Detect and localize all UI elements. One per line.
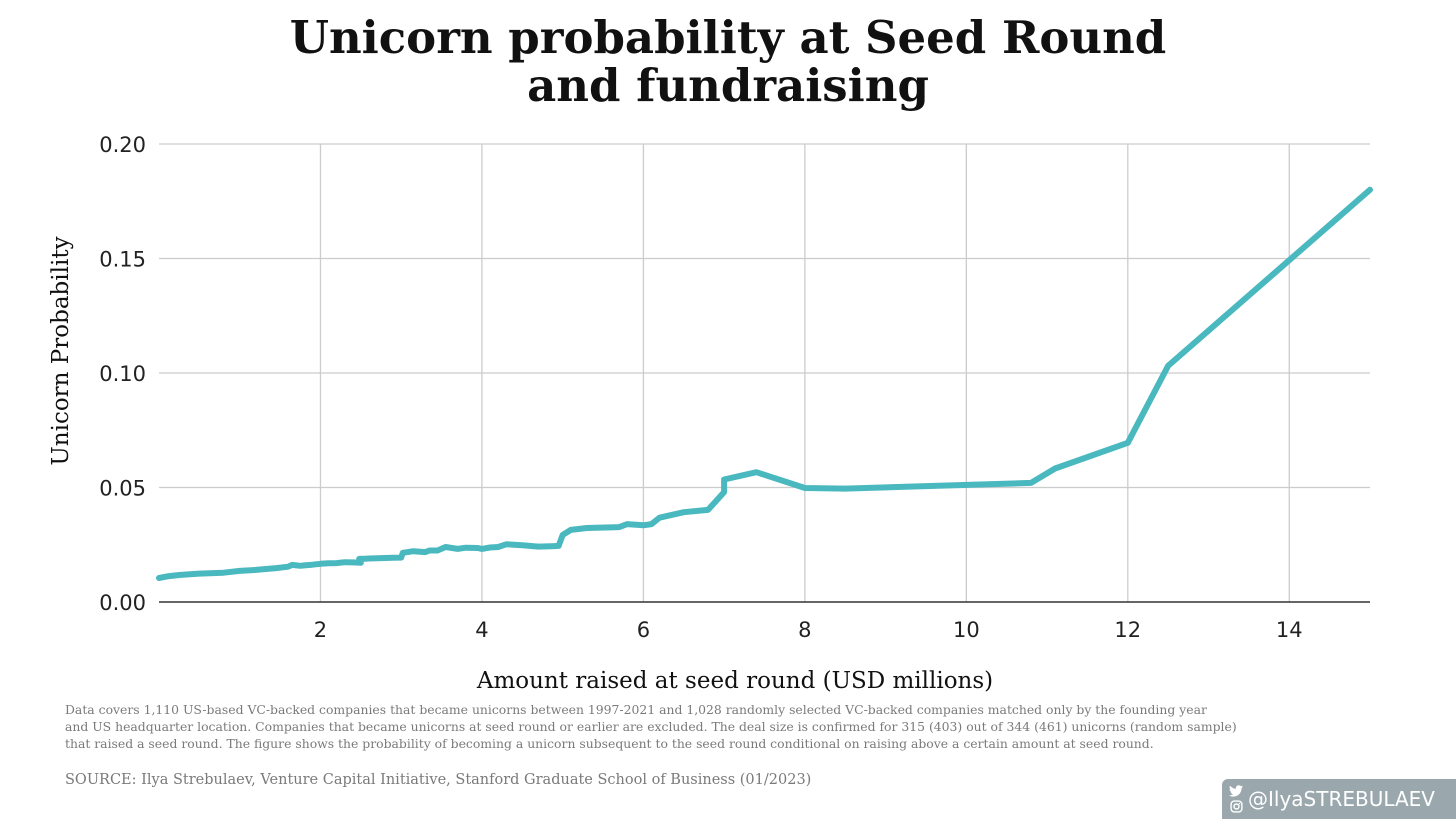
x-axis-ticks: 2 4 6 8 10 12 14 bbox=[314, 618, 1303, 642]
footnote: Data covers 1,110 US-based VC-backed com… bbox=[65, 701, 1305, 752]
x-tick-label: 6 bbox=[637, 618, 650, 642]
y-tick-label: 0.10 bbox=[99, 362, 146, 386]
y-tick-label: 0.05 bbox=[99, 477, 146, 501]
y-tick-label: 0.20 bbox=[99, 133, 146, 157]
x-tick-label: 8 bbox=[798, 618, 811, 642]
social-handle-badge: @IlyaSTREBULAEV bbox=[1222, 779, 1456, 819]
x-tick-label: 2 bbox=[314, 618, 327, 642]
x-tick-label: 12 bbox=[1114, 618, 1141, 642]
y-tick-label: 0.15 bbox=[99, 248, 146, 272]
x-axis-label: Amount raised at seed round (USD million… bbox=[476, 668, 993, 694]
source-note: SOURCE: Ilya Strebulaev, Venture Capital… bbox=[65, 772, 812, 788]
y-axis-ticks: 0.00 0.05 0.10 0.15 0.20 bbox=[99, 133, 146, 615]
line-chart: 0.00 0.05 0.10 0.15 0.20 2 4 6 8 10 12 14 Unicorn … bbox=[48, 133, 1373, 694]
x-tick-label: 4 bbox=[475, 618, 488, 642]
chart-title: Unicorn probability at Seed Round and fu… bbox=[0, 14, 1456, 110]
social-icons bbox=[1228, 785, 1244, 813]
y-axis-label: Unicorn Probability bbox=[48, 236, 74, 465]
footnote-line-1: Data covers 1,110 US-based VC-backed com… bbox=[65, 702, 1207, 717]
series-line-unicorn-probability bbox=[156, 186, 1373, 581]
twitter-icon bbox=[1229, 785, 1243, 797]
social-handle-text: @IlyaSTREBULAEV bbox=[1248, 787, 1435, 811]
chart-title-line-2: and fundraising bbox=[527, 59, 929, 112]
x-tick-label: 10 bbox=[953, 618, 980, 642]
chart-title-line-1: Unicorn probability at Seed Round bbox=[289, 11, 1167, 64]
y-tick-label: 0.00 bbox=[99, 591, 146, 615]
footnote-line-3: that raised a seed round. The figure sho… bbox=[65, 736, 1154, 751]
grid bbox=[159, 143, 1370, 602]
x-tick-label: 14 bbox=[1276, 618, 1303, 642]
instagram-icon bbox=[1229, 800, 1243, 813]
footnote-line-2: and US headquarter location. Companies t… bbox=[65, 719, 1237, 734]
